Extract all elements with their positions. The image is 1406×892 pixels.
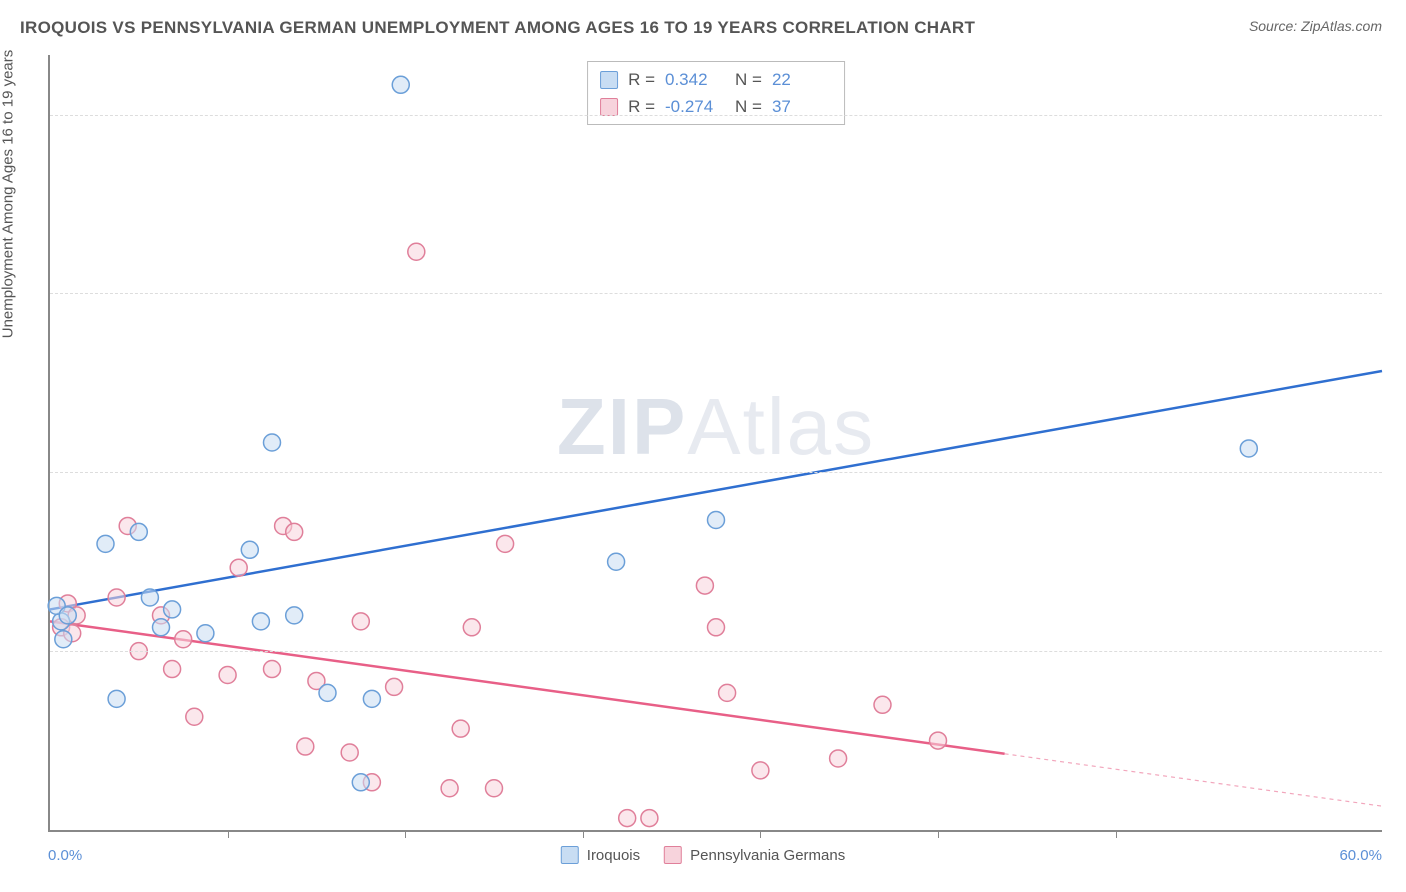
gridline [50,115,1382,116]
legend-label-penn-german: Pennsylvania Germans [690,847,845,864]
x-tick [760,830,761,838]
x-tick [405,830,406,838]
x-tick [1116,830,1117,838]
plot-region: ZIPAtlas R = 0.342 N = 22 R = -0.274 N =… [48,55,1382,832]
swatch-penn-german-icon [664,846,682,864]
swatch-iroquois-icon [561,846,579,864]
chart-area: Unemployment Among Ages 16 to 19 years Z… [0,55,1406,892]
legend-item-penn-german: Pennsylvania Germans [664,846,845,864]
x-tick [938,830,939,838]
x-tick [583,830,584,838]
gridline [50,293,1382,294]
y-tick-label: 45.0% [1390,285,1406,302]
legend-label-iroquois: Iroquois [587,847,640,864]
y-axis-label: Unemployment Among Ages 16 to 19 years [0,49,17,338]
source-attribution: Source: ZipAtlas.com [1249,18,1382,34]
y-tick-label: 15.0% [1390,643,1406,660]
x-axis-min-label: 0.0% [48,847,82,864]
x-tick [228,830,229,838]
gridline [50,472,1382,473]
legend-item-iroquois: Iroquois [561,846,640,864]
x-axis-max-label: 60.0% [1339,847,1382,864]
chart-title: IROQUOIS VS PENNSYLVANIA GERMAN UNEMPLOY… [20,18,975,38]
gridline [50,651,1382,652]
series-legend: Iroquois Pennsylvania Germans [561,846,845,864]
y-tick-label: 60.0% [1390,106,1406,123]
y-tick-label: 30.0% [1390,464,1406,481]
scatter-svg [50,55,1382,830]
